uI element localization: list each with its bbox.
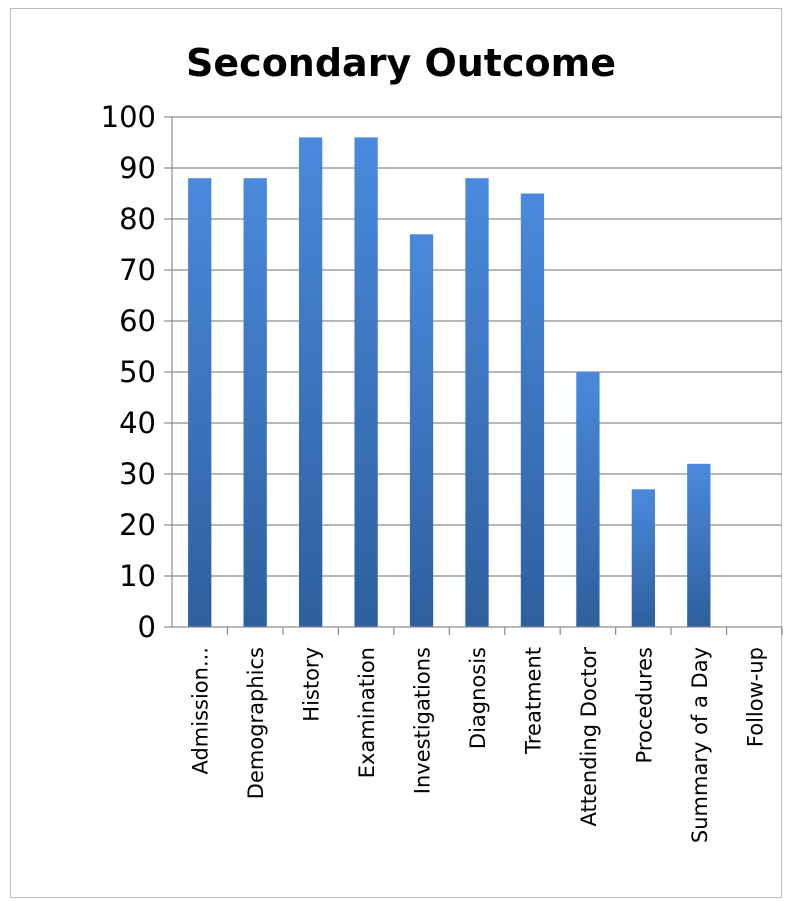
bar [520,193,545,627]
bar [631,489,656,627]
y-tick-label: 80 [119,202,156,236]
x-category-label: History [300,647,324,722]
x-category-label: Admission... [189,647,213,775]
x-category-label: Follow-up [743,647,767,747]
x-category-label: Treatment [521,647,545,755]
y-tick-label: 70 [119,253,156,287]
x-category-label: Diagnosis [466,647,490,749]
bar [576,372,600,627]
x-category-label: Attending Doctor [577,647,601,827]
x-category-label: Investigations [411,647,435,794]
bar [188,178,212,627]
chart-title: Secondary Outcome [186,41,616,85]
bars [188,137,711,628]
y-tick-label: 20 [119,508,156,542]
y-tick-label: 60 [119,304,156,338]
y-tick-label: 0 [138,610,156,644]
y-tick-label: 10 [119,559,156,593]
bar [465,178,489,627]
x-category-label: Demographics [244,647,268,799]
y-tick-label: 50 [119,355,156,389]
bar [409,234,434,628]
gridlines [172,116,782,577]
bar [354,137,378,627]
bar [243,178,267,627]
bar [298,137,323,627]
x-axis-category-labels: Admission... Demographics History Examinati… [189,647,768,843]
y-tick-label: 100 [101,100,156,134]
y-tick-label: 90 [119,151,156,185]
y-tick-label: 40 [119,406,156,440]
x-category-label: Procedures [632,647,656,763]
axes [164,116,783,635]
bar [687,463,711,627]
chart-frame [10,8,782,898]
x-category-label: Examination [355,647,379,778]
x-category-label: Summary of a Day [688,647,712,843]
y-axis-tick-labels: 0 10 20 30 40 50 60 70 80 90 100 [101,100,156,644]
y-tick-label: 30 [119,457,156,491]
